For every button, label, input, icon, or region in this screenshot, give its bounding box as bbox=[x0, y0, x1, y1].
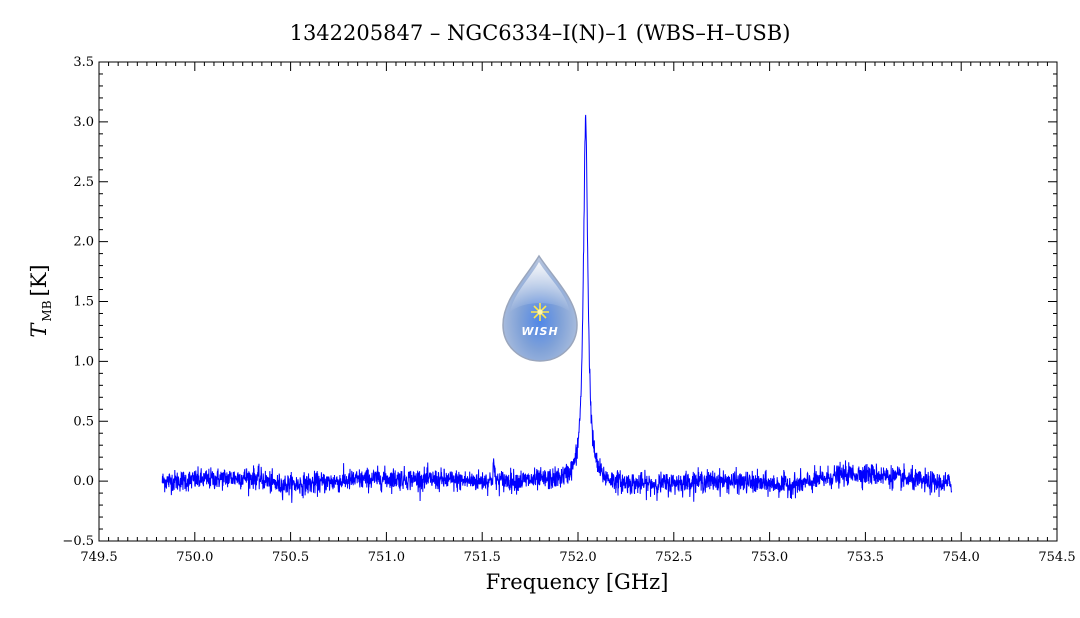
y-tick-label: 1.5 bbox=[73, 295, 94, 310]
y-tick-label: 0.0 bbox=[73, 474, 94, 489]
x-tick-label: 751.5 bbox=[464, 550, 501, 565]
y-tick-label: 2.0 bbox=[73, 235, 94, 250]
x-tick-label: 750.5 bbox=[272, 550, 309, 565]
y-axis: −0.5 0.0 0.5 1.0 1.5 2.0 2.5 3.0 3.5 bbox=[62, 55, 1057, 549]
y-tick-label: 1.0 bbox=[73, 354, 94, 369]
x-tick-label: 753.5 bbox=[847, 550, 884, 565]
y-tick-label: 3.5 bbox=[73, 55, 94, 70]
spectrum-series-line bbox=[161, 114, 953, 503]
x-tick-label: 753.0 bbox=[751, 550, 788, 565]
spectrum-line-group bbox=[161, 114, 953, 503]
y-tick-label: 2.5 bbox=[73, 175, 94, 190]
y-axis-label-symbol: T bbox=[27, 322, 51, 338]
y-tick-label: 3.0 bbox=[73, 115, 94, 130]
x-axis-label: Frequency [GHz] bbox=[486, 570, 669, 594]
wish-drop-shine bbox=[510, 262, 570, 312]
x-tick-label: 750.0 bbox=[176, 550, 213, 565]
plot-frame bbox=[98, 61, 1058, 542]
x-tick-label: 752.0 bbox=[559, 550, 596, 565]
y-axis-label-subscript: MB bbox=[40, 300, 54, 321]
y-tick-label: −0.5 bbox=[62, 534, 94, 549]
wish-logo: WISH bbox=[502, 254, 578, 362]
y-axis-label: TMB [K] bbox=[27, 264, 54, 337]
chart-title: 1342205847 – NGC6334–I(N)–1 (WBS–H–USB) bbox=[290, 21, 791, 45]
wish-logo-label: WISH bbox=[521, 325, 558, 338]
star-core bbox=[537, 309, 543, 315]
x-tick-label: 754.0 bbox=[943, 550, 980, 565]
x-tick-label: 752.5 bbox=[655, 550, 692, 565]
x-tick-label: 749.5 bbox=[80, 550, 117, 565]
y-tick-label: 0.5 bbox=[73, 414, 94, 429]
y-axis-label-unit: [K] bbox=[27, 264, 51, 296]
x-axis: 749.5 750.0 750.5 751.0 751.5 752.0 752.5 753.0… bbox=[80, 62, 1076, 565]
x-tick-label: 754.5 bbox=[1038, 550, 1075, 565]
x-tick-label: 751.0 bbox=[368, 550, 405, 565]
